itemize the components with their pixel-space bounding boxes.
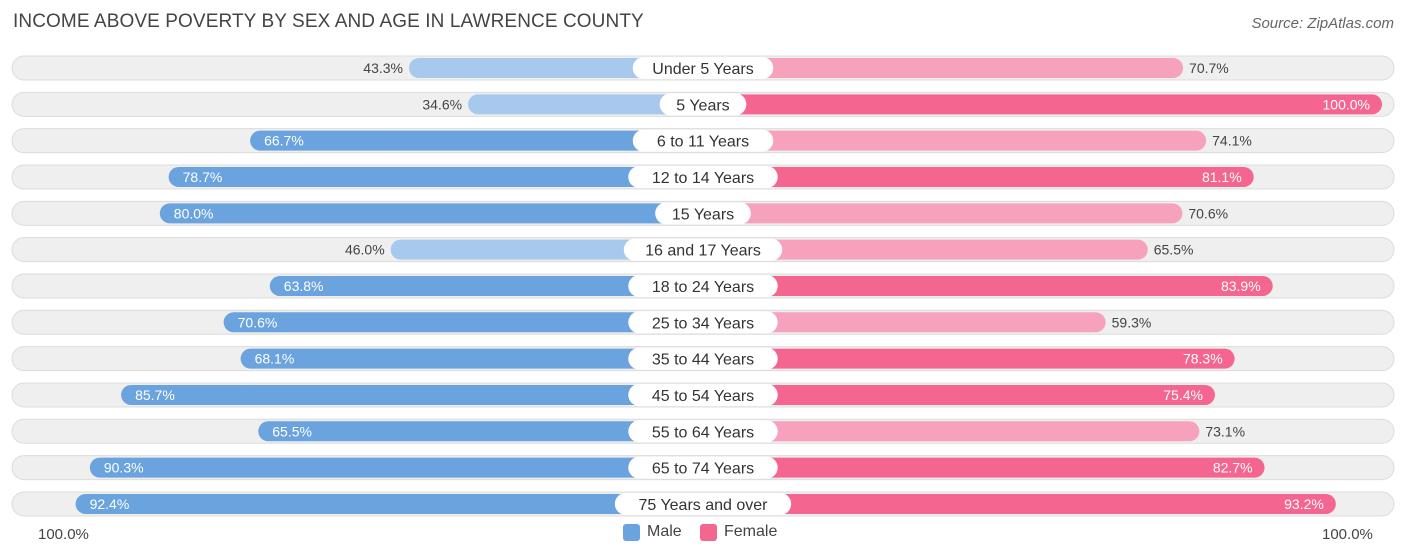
category-label: 25 to 34 Years — [652, 315, 754, 332]
value-label-female: 59.3% — [1112, 314, 1152, 330]
value-label-male: 34.6% — [422, 96, 462, 112]
bar-female — [703, 384, 1215, 405]
bar-female — [703, 493, 1336, 514]
bar-male — [269, 275, 703, 296]
value-label-male: 80.0% — [174, 205, 214, 221]
bar-female — [703, 130, 1207, 151]
legend-swatch-male — [623, 523, 640, 541]
value-label-female: 100.0% — [1323, 96, 1370, 112]
category-label: 35 to 44 Years — [652, 352, 754, 369]
value-label-male: 78.7% — [183, 169, 223, 185]
category-pill — [623, 238, 783, 261]
category-pill — [632, 129, 774, 152]
category-pill — [632, 57, 774, 79]
bar-male — [159, 203, 704, 224]
bar-male — [250, 130, 703, 151]
bar-male — [75, 493, 703, 514]
legend-swatch-female — [700, 523, 717, 541]
category-pill — [628, 420, 778, 443]
value-label-male: 65.5% — [272, 423, 312, 439]
bar-female — [703, 239, 1148, 260]
category-label: 75 Years and over — [639, 497, 769, 514]
category-label: 15 Years — [672, 206, 734, 223]
legend-item-female: Female — [700, 523, 777, 541]
value-label-female: 82.7% — [1213, 460, 1253, 476]
bar-female — [703, 421, 1200, 442]
bar-male — [89, 457, 704, 478]
legend-item-male: Male — [623, 523, 682, 541]
value-label-male: 92.4% — [90, 496, 130, 512]
value-label-female: 73.1% — [1205, 423, 1245, 439]
category-pill — [614, 492, 792, 515]
value-label-male: 90.3% — [104, 460, 144, 476]
value-label-female: 83.9% — [1221, 278, 1261, 294]
bar-female — [703, 94, 1382, 115]
category-label: 5 Years — [676, 97, 729, 114]
category-pill — [628, 347, 778, 370]
category-pill — [628, 311, 778, 334]
category-pill — [628, 274, 778, 297]
legend-label-female: Female — [724, 523, 778, 540]
value-label-male: 63.8% — [284, 278, 324, 294]
value-label-female: 74.1% — [1212, 133, 1252, 149]
bar-male — [168, 166, 703, 187]
bar-female — [703, 275, 1273, 296]
category-label: 6 to 11 Years — [657, 134, 749, 151]
bar-male — [408, 58, 703, 78]
legend: Male Female — [0, 523, 1406, 545]
value-label-male: 43.3% — [363, 60, 403, 76]
source-label: Source: ZipAtlas.com — [1251, 15, 1394, 32]
value-label-female: 78.3% — [1183, 351, 1223, 367]
category-pill — [628, 456, 778, 479]
category-pill — [628, 165, 778, 188]
category-label: 16 and 17 Years — [645, 243, 761, 260]
bar-female — [703, 457, 1265, 478]
bar-male — [223, 312, 703, 333]
bar-male — [390, 239, 703, 260]
category-pill — [659, 93, 747, 116]
value-label-female: 81.1% — [1202, 169, 1242, 185]
category-label: 12 to 14 Years — [652, 170, 754, 187]
value-label-female: 75.4% — [1163, 387, 1203, 403]
value-label-male: 66.7% — [264, 133, 304, 149]
value-label-female: 70.6% — [1188, 205, 1228, 221]
value-label-female: 65.5% — [1154, 242, 1194, 258]
axis-left-label: 100.0% — [38, 526, 89, 543]
diverging-bar-chart: 43.3% 70.7% Under 5 Years 34.6% 100.0% 5 Year… — [11, 55, 1395, 517]
axis-right-label: 100.0% — [1322, 526, 1373, 543]
bar-female — [703, 203, 1183, 224]
bar-male — [240, 348, 703, 369]
category-label: 18 to 24 Years — [652, 279, 754, 296]
bar-male — [468, 94, 703, 115]
chart-title: INCOME ABOVE POVERTY BY SEX AND AGE IN L… — [13, 11, 644, 32]
value-label-male: 46.0% — [345, 242, 385, 258]
category-label: 45 to 54 Years — [652, 388, 754, 405]
bar-female — [703, 348, 1235, 369]
value-label-male: 85.7% — [135, 387, 175, 403]
bar-female — [703, 58, 1184, 78]
value-label-male: 68.1% — [255, 351, 295, 367]
category-pill — [655, 202, 751, 225]
value-label-male: 70.6% — [238, 314, 278, 330]
bar-female — [703, 166, 1254, 187]
category-label: 65 to 74 Years — [652, 461, 754, 478]
bar-female — [703, 312, 1106, 333]
category-label: Under 5 Years — [652, 61, 753, 78]
value-label-female: 93.2% — [1284, 496, 1324, 512]
category-label: 55 to 64 Years — [652, 424, 754, 441]
value-label-female: 70.7% — [1189, 60, 1229, 76]
bar-male — [258, 421, 703, 442]
bar-male — [121, 384, 704, 405]
legend-label-male: Male — [647, 523, 682, 540]
category-pill — [628, 383, 778, 406]
